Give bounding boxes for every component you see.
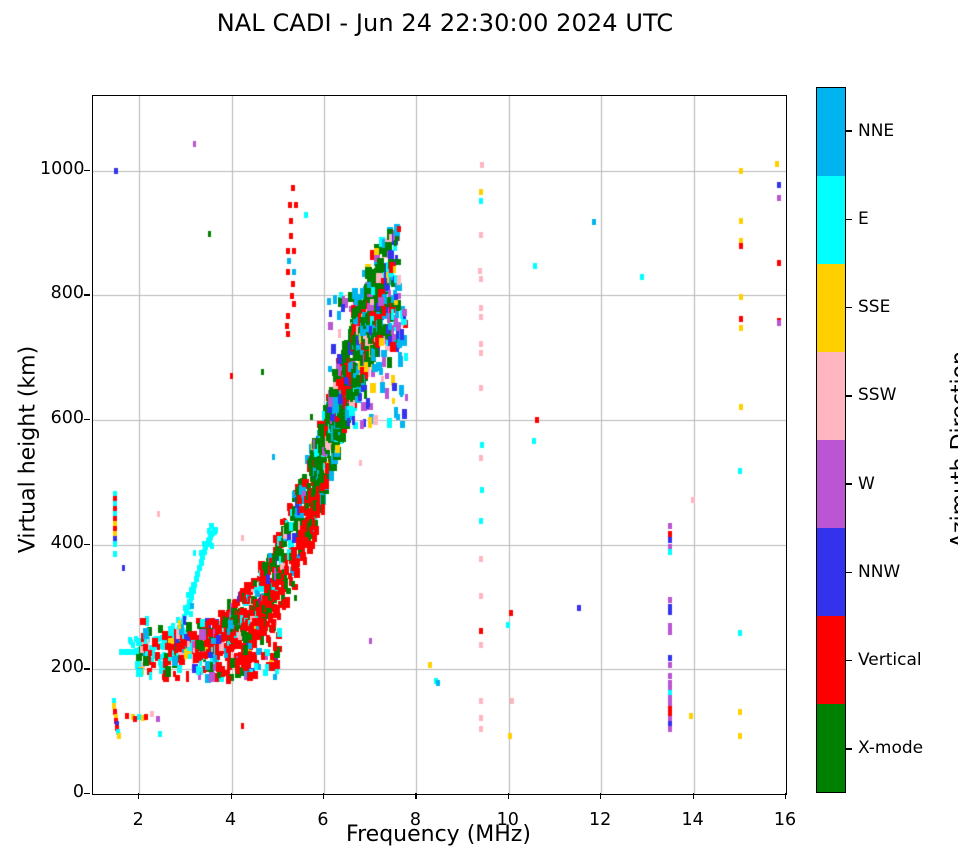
x-tick-label: 4: [225, 810, 237, 830]
y-tick-mark: [84, 543, 90, 545]
y-tick-mark: [84, 419, 90, 421]
x-tick-mark: [507, 793, 510, 799]
y-axis-ticks: 0 200 400 600 800 1000: [34, 0, 90, 857]
colorbar-tick-label: E: [858, 208, 869, 229]
colorbar-tick-labels: NNE E SSE SSW W NNW Vertical X-mode: [846, 87, 956, 793]
x-tick-mark: [415, 793, 417, 799]
x-tick-label: 10: [496, 810, 519, 830]
x-tick-label: 16: [773, 810, 797, 830]
y-tick-label: 600: [50, 408, 84, 429]
x-tick-label: 2: [132, 810, 144, 830]
colorbar-tick-label: Vertical: [858, 650, 922, 671]
y-tick-mark: [84, 793, 90, 795]
y-tick-label: 0: [72, 782, 84, 802]
colorbar-tick-label: X-mode: [858, 738, 924, 759]
colorbar-segment-vertical[interactable]: [817, 616, 845, 704]
colorbar-tick-label: NNW: [858, 561, 901, 582]
x-tick-mark: [138, 793, 140, 799]
colorbar-tick: NNE: [846, 121, 894, 141]
colorbar-tick: W: [846, 474, 875, 494]
colorbar-tick: SSE: [846, 298, 890, 318]
colorbar-tick: Vertical: [846, 651, 922, 671]
y-tick-mark: [84, 668, 90, 670]
colorbar-tick-mark: [846, 571, 852, 574]
x-axis-label: Frequency (MHz): [346, 822, 531, 847]
x-axis-ticks: 2 4 6 8 10 12 14 16: [0, 793, 958, 832]
colorbar-tick-label: SSE: [858, 297, 891, 318]
colorbar-tick-mark: [846, 306, 852, 309]
x-tick-mark: [323, 793, 325, 799]
x-tick-mark: [600, 793, 602, 799]
colorbar-tick-mark: [846, 218, 852, 221]
y-tick-label: 800: [50, 283, 84, 304]
colorbar-tick-mark: [846, 130, 852, 132]
y-tick-mark: [84, 169, 90, 172]
y-tick-mark: [84, 294, 90, 296]
colorbar-segment-w[interactable]: [817, 440, 845, 528]
y-tick-label: 400: [50, 532, 84, 553]
colorbar-tick-mark: [846, 748, 852, 750]
x-tick-label: 8: [409, 810, 421, 830]
y-tick-label: 200: [50, 657, 84, 678]
colorbar-segment-x-mode[interactable]: [817, 704, 845, 792]
scatter-canvas[interactable]: [93, 96, 786, 794]
colorbar-tick: E: [846, 209, 869, 229]
x-tick-mark: [230, 793, 232, 799]
colorbar-tick-mark: [846, 395, 852, 397]
x-tick-label: 6: [317, 810, 329, 830]
colorbar-tick-label: SSW: [858, 385, 897, 406]
page-title: NAL CADI - Jun 24 22:30:00 2024 UTC: [216, 9, 674, 37]
colorbar-segment-nne[interactable]: [817, 88, 845, 176]
x-tick-mark: [692, 793, 694, 799]
colorbar-title: Azimuth Direction: [947, 350, 958, 549]
colorbar-segment-nnw[interactable]: [817, 528, 845, 616]
colorbar-tick: SSW: [846, 386, 896, 406]
x-tick-label: 12: [589, 810, 612, 830]
y-tick-label: 1000: [40, 158, 85, 179]
y-axis-label: Virtual height (km): [15, 345, 41, 554]
colorbar-tick: NNW: [846, 562, 900, 582]
colorbar-tick-label: W: [858, 473, 875, 494]
colorbar[interactable]: [816, 87, 846, 793]
colorbar-tick-label: NNE: [858, 120, 895, 141]
colorbar-tick-mark: [846, 483, 852, 485]
x-tick-mark: [785, 793, 787, 799]
colorbar-segment-e[interactable]: [817, 176, 845, 264]
plot-area[interactable]: [92, 95, 787, 795]
colorbar-segment-sse[interactable]: [817, 264, 845, 352]
colorbar-segment-ssw[interactable]: [817, 352, 845, 440]
x-tick-label: 14: [681, 810, 704, 830]
colorbar-tick-mark: [846, 659, 852, 662]
colorbar-tick: X-mode: [846, 739, 923, 759]
